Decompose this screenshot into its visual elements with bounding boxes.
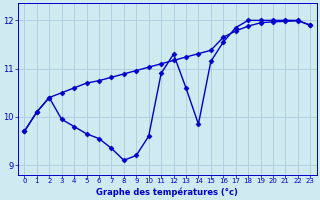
X-axis label: Graphe des températures (°c): Graphe des températures (°c) [96,187,238,197]
